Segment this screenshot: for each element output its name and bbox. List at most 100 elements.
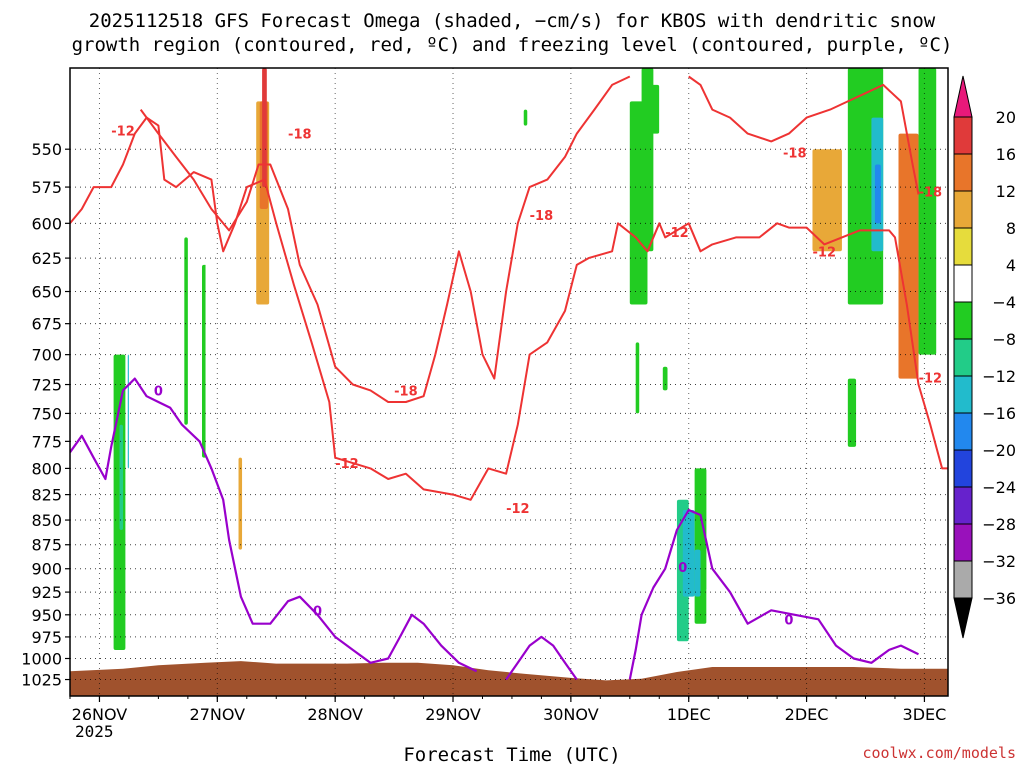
colorbar-label: −4 (992, 293, 1016, 312)
colorbar-label: −8 (992, 330, 1016, 349)
omega-cell (898, 133, 919, 379)
y-tick-label: 1000 (21, 650, 62, 669)
colorbar-label: −28 (982, 515, 1016, 534)
x-tick-label: 28NOV (307, 705, 363, 724)
y-tick-label: 675 (31, 315, 62, 334)
colorbar-swatch (953, 227, 973, 266)
plot-border (69, 67, 949, 697)
omega-cell (517, 68, 548, 469)
freezing-level-contour-line (505, 635, 578, 681)
terrain-fill (70, 661, 948, 696)
y-tick-label: 900 (31, 560, 62, 579)
omega-cell (706, 587, 715, 624)
y-tick-label: 875 (31, 536, 62, 555)
x-tick-label: 27NOV (190, 705, 246, 724)
omega-cell (847, 378, 857, 447)
y-tick-label: 700 (31, 346, 62, 365)
omega-cell (382, 68, 400, 650)
colorbar-swatch (953, 301, 973, 340)
omega-cell (647, 84, 660, 134)
x-tick-label: 26NOV (72, 705, 128, 724)
omega-cell (900, 468, 911, 615)
omega-cell (488, 68, 507, 436)
terrain-surface (70, 661, 948, 696)
contour-label: -12 (335, 457, 359, 472)
y-tick-label: 800 (31, 459, 62, 478)
y-tick-label: 775 (31, 432, 62, 451)
contour-label: -12 (665, 226, 689, 241)
colorbar-label: 20 (996, 108, 1016, 127)
colorbar-swatch (953, 116, 973, 155)
contour-label: -18 (783, 146, 807, 161)
x-tick-label: 3DEC (903, 705, 947, 724)
y-tick-label: 725 (31, 376, 62, 395)
colorbar-label: 4 (1006, 256, 1016, 275)
omega-cell (494, 530, 507, 650)
chart-title-line2: growth region (contoured, red, ºC) and f… (71, 34, 953, 56)
contour-label: -12 (111, 124, 135, 139)
y-tick-label: 650 (31, 283, 62, 302)
omega-cell (874, 164, 881, 224)
omega-cell (238, 457, 243, 550)
colorbar-swatch (953, 560, 973, 599)
omega-cell (262, 68, 267, 188)
colorbar-swatch (953, 412, 973, 451)
omega-cell (405, 68, 448, 650)
contour-label: 0 (784, 613, 793, 628)
colorbar-swatch (953, 523, 973, 562)
freezing-contours (70, 377, 919, 681)
x-axis-title: Forecast Time (UTC) (403, 744, 621, 766)
omega-cell (812, 149, 842, 252)
contour-label: 0 (313, 604, 322, 619)
omega-cell (119, 424, 124, 531)
x-tick-label: 30NOV (543, 705, 599, 724)
colorbar-label: −20 (982, 441, 1016, 460)
contour-label: 0 (678, 561, 687, 576)
y-tick-label: 950 (31, 606, 62, 625)
y-tick-label: 850 (31, 511, 62, 530)
omega-cell (694, 468, 707, 624)
x-axis-year-label: 2025 (75, 722, 114, 741)
contour-label: -12 (506, 502, 530, 517)
omega-cell (184, 237, 188, 425)
chart-title-line1: 2025112518 GFS Forecast Omega (shaded, −… (88, 10, 936, 32)
y-tick-label: 975 (31, 628, 62, 647)
omega-shading (105, 68, 948, 650)
omega-cell (688, 329, 695, 355)
omega-cell (918, 68, 937, 355)
colorbar-label: −36 (982, 589, 1016, 608)
omega-cell (662, 366, 668, 391)
colorbar-swatch (953, 338, 973, 377)
contour-label: -12 (919, 371, 943, 386)
credit-text: coolwx.com/models (862, 744, 1016, 762)
colorbar-label: 8 (1006, 219, 1016, 238)
y-tick-label: 750 (31, 404, 62, 423)
colorbar-label: 16 (996, 145, 1016, 164)
y-tick-label: 825 (31, 486, 62, 505)
colorbar-top-arrow (953, 75, 973, 118)
x-tick-label: 2DEC (785, 705, 829, 724)
y-axis: 550 575 600 625 650 675 700 725 750 775 800 825 850 8… (21, 140, 70, 690)
plot-frame (69, 67, 949, 697)
dgz-contours (70, 75, 948, 501)
y-tick-label: 1025 (21, 671, 62, 690)
contour-label: -18 (288, 128, 312, 143)
colorbar-swatch (953, 375, 973, 414)
colorbar-label: −24 (982, 478, 1016, 497)
omega-cell (105, 329, 114, 597)
omega-cell (127, 354, 129, 469)
omega-cell (523, 109, 528, 126)
colorbar-swatch (953, 486, 973, 525)
colorbar-label: −12 (982, 367, 1016, 386)
freezing-level-contour-line (70, 377, 478, 673)
colorbar-label: −32 (982, 552, 1016, 571)
contour-label: 0 (154, 384, 163, 399)
colorbar-swatch (953, 449, 973, 488)
omega-cell (476, 342, 489, 469)
y-tick-label: 925 (31, 583, 62, 602)
x-tick-label: 1DEC (667, 705, 711, 724)
colorbar: 20 16 12 8 4 −4 −8 −12 −16 −20 −24 −28 −32 −36 (953, 75, 1016, 639)
colorbar-swatch (953, 190, 973, 229)
colorbar-label: 12 (996, 182, 1016, 201)
